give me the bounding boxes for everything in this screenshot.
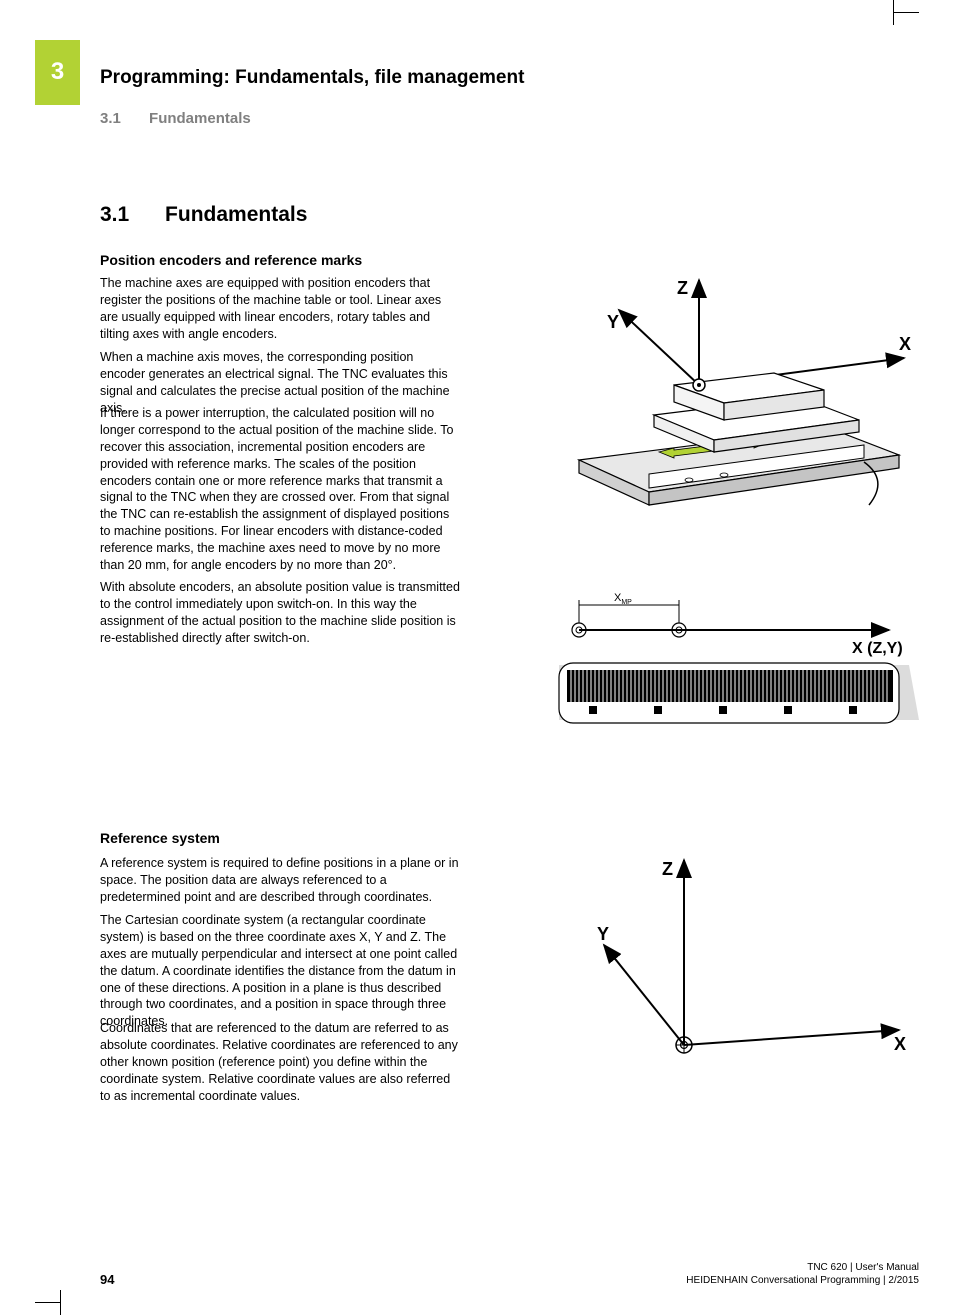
subsection-title: Position encoders and reference marks [100, 252, 362, 268]
page-number: 94 [100, 1272, 114, 1287]
axis-label-y: Y [597, 924, 609, 944]
chapter-title: Programming: Fundamentals, file manageme… [100, 67, 524, 89]
figure-coordinate-system: Z Y X [549, 845, 919, 1095]
figure-encoder-scale: XMP X (Z,Y) [549, 585, 919, 745]
body-paragraph: The machine axes are equipped with posit… [100, 275, 460, 343]
axis-label-x: X [894, 1034, 906, 1054]
footer-text: TNC 620 | User's Manual HEIDENHAIN Conve… [686, 1261, 919, 1287]
label-xmp: XMP [614, 592, 632, 606]
crop-mark [894, 12, 919, 13]
label-axis: X (Z,Y) [852, 640, 903, 657]
main-section-number: 3.1 [100, 203, 129, 226]
section-title: Fundamentals [149, 110, 251, 127]
section-number: 3.1 [100, 110, 121, 127]
axis-label-z: Z [662, 859, 673, 879]
axis-label-y: Y [607, 312, 619, 332]
axis-label-x: X [899, 334, 911, 354]
chapter-tab: 3 [35, 40, 80, 105]
body-paragraph: If there is a power interruption, the ca… [100, 405, 460, 574]
subsection-title: Reference system [100, 830, 220, 846]
body-paragraph: With absolute encoders, an absolute posi… [100, 579, 460, 647]
body-paragraph: The Cartesian coordinate system (a recta… [100, 912, 460, 1030]
axis-label-z: Z [677, 278, 688, 298]
chapter-number: 3 [51, 58, 64, 86]
crop-mark [35, 1302, 60, 1303]
crop-mark [60, 1290, 61, 1315]
figure-machine-axes: Z Y X [559, 270, 919, 520]
page-footer: 94 TNC 620 | User's Manual HEIDENHAIN Co… [100, 1261, 919, 1287]
body-paragraph: Coordinates that are referenced to the d… [100, 1020, 460, 1104]
main-section-title: Fundamentals [165, 203, 307, 226]
main-section-heading: 3.1 Fundamentals [100, 203, 307, 227]
section-header: 3.1 Fundamentals [100, 110, 251, 127]
body-paragraph: A reference system is required to define… [100, 855, 460, 906]
